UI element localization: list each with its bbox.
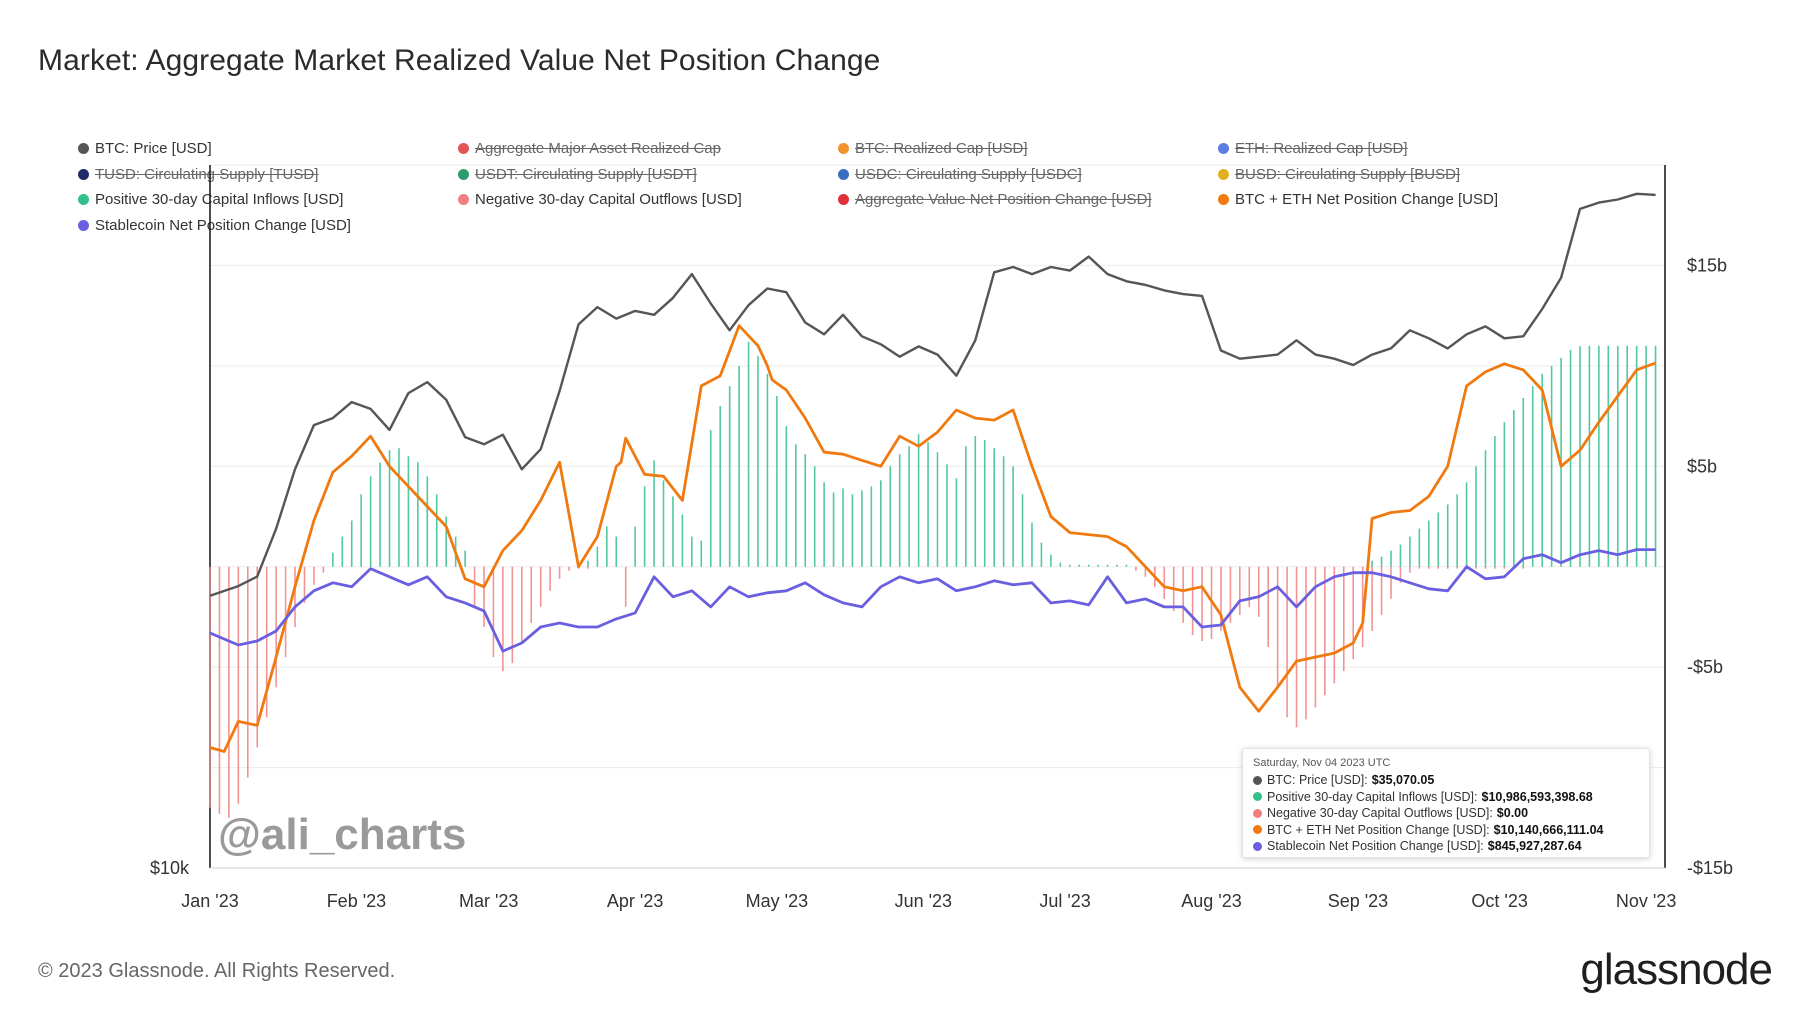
legend-item[interactable]: BTC: Price [USD] [78, 140, 212, 157]
legend-label: Positive 30-day Capital Inflows [USD] [95, 191, 344, 208]
legend-label: BTC + ETH Net Position Change [USD] [1235, 191, 1499, 208]
legend-dot-icon [78, 194, 89, 205]
tooltip-row: Stablecoin Net Position Change [USD]: $84… [1253, 838, 1649, 855]
legend-label: Aggregate Major Asset Realized Cap [475, 140, 721, 157]
legend-label: BTC: Realized Cap [USD] [855, 140, 1028, 157]
legend-dot-icon [1218, 168, 1229, 180]
legend-label: Aggregate Value Net Position Change [USD… [855, 191, 1152, 208]
legend-item[interactable]: BTC: Realized Cap [USD] [838, 140, 1028, 157]
legend-label: ETH: Realized Cap [USD] [1235, 140, 1408, 157]
legend-dot-icon [838, 194, 849, 205]
legend-item[interactable]: USDT: Circulating Supply [USDT] [458, 166, 697, 183]
legend-item[interactable]: Positive 30-day Capital Inflows [USD] [78, 191, 343, 208]
x-tick-label: Nov '23 [1616, 891, 1676, 911]
right-tick-label: -$5b [1687, 657, 1723, 677]
legend-item[interactable]: Aggregate Value Net Position Change [USD… [838, 191, 1152, 208]
legend-label: USDT: Circulating Supply [USDT] [475, 165, 697, 183]
left-tick-label: $10k [150, 858, 190, 878]
legend-dot-icon [838, 143, 849, 154]
x-tick-label: Sep '23 [1328, 891, 1389, 911]
legend-label: USDC: Circulating Supply [USDC] [855, 165, 1082, 183]
legend-item[interactable]: BTC + ETH Net Position Change [USD] [1218, 191, 1498, 208]
chart-title: Market: Aggregate Market Realized Value … [38, 44, 881, 77]
legend: BTC: Price [USD] Aggregate Major Asset Re… [78, 140, 1538, 250]
legend-item[interactable]: Stablecoin Net Position Change [USD] [78, 217, 351, 234]
copyright-footer: © 2023 Glassnode. All Rights Reserved. [38, 960, 396, 982]
watermark: @ali_charts [218, 810, 467, 859]
tooltip-dot-icon [1253, 775, 1262, 785]
x-tick-label: Apr '23 [607, 891, 663, 911]
legend-dot-icon [838, 168, 849, 180]
legend-item[interactable]: TUSD: Circulating Supply [TUSD] [78, 166, 318, 183]
legend-label: BUSD: Circulating Supply [BUSD] [1235, 165, 1461, 183]
x-tick-label: Oct '23 [1471, 891, 1527, 911]
tooltip-row: Positive 30-day Capital Inflows [USD]: $1… [1253, 789, 1649, 806]
tooltip-row: BTC: Price [USD]: $35,070.05 [1253, 772, 1649, 789]
right-tick-label: $5b [1687, 456, 1717, 476]
tooltip-dot-icon [1253, 792, 1262, 802]
legend-item[interactable]: Aggregate Major Asset Realized Cap [458, 140, 721, 157]
legend-item[interactable]: BUSD: Circulating Supply [BUSD] [1218, 166, 1460, 183]
legend-label: BTC: Price [USD] [95, 140, 212, 157]
series-line [209, 548, 1656, 653]
legend-label: Negative 30-day Capital Outflows [USD] [475, 191, 742, 208]
tooltip-dot-icon [1253, 825, 1262, 835]
legend-item[interactable]: USDC: Circulating Supply [USDC] [838, 166, 1082, 183]
series-line [209, 324, 1657, 753]
legend-dot-icon [78, 168, 89, 180]
x-tick-label: Aug '23 [1181, 891, 1242, 911]
x-tick-label: May '23 [746, 891, 808, 911]
series-line [209, 192, 1656, 597]
legend-label: TUSD: Circulating Supply [TUSD] [95, 165, 319, 183]
glassnode-logo: glassnode [1580, 945, 1773, 994]
legend-dot-icon [78, 143, 89, 154]
right-tick-label: $15b [1687, 255, 1727, 275]
right-tick-label: -$15b [1687, 858, 1733, 878]
tooltip-dot-icon [1253, 841, 1262, 851]
legend-dot-icon [458, 194, 469, 205]
x-tick-label: Jul '23 [1039, 891, 1090, 911]
tooltip-row: BTC + ETH Net Position Change [USD]: $10,… [1253, 822, 1649, 839]
legend-label: Stablecoin Net Position Change [USD] [95, 216, 351, 234]
hover-tooltip: Saturday, Nov 04 2023 UTC BTC: Price [US… [1242, 748, 1650, 858]
legend-item[interactable]: ETH: Realized Cap [USD] [1218, 140, 1408, 157]
x-tick-label: Jun '23 [895, 891, 952, 911]
tooltip-dot-icon [1253, 808, 1262, 818]
tooltip-row: Negative 30-day Capital Outflows [USD]: $… [1253, 805, 1649, 822]
legend-dot-icon [78, 219, 89, 231]
x-tick-label: Mar '23 [459, 891, 518, 911]
legend-dot-icon [1218, 194, 1229, 205]
legend-dot-icon [458, 168, 469, 180]
legend-dot-icon [1218, 143, 1229, 154]
x-tick-label: Feb '23 [327, 891, 386, 911]
legend-dot-icon [458, 143, 469, 154]
legend-item[interactable]: Negative 30-day Capital Outflows [USD] [458, 191, 742, 208]
tooltip-date: Saturday, Nov 04 2023 UTC [1253, 757, 1391, 769]
x-tick-label: Jan '23 [181, 891, 238, 911]
